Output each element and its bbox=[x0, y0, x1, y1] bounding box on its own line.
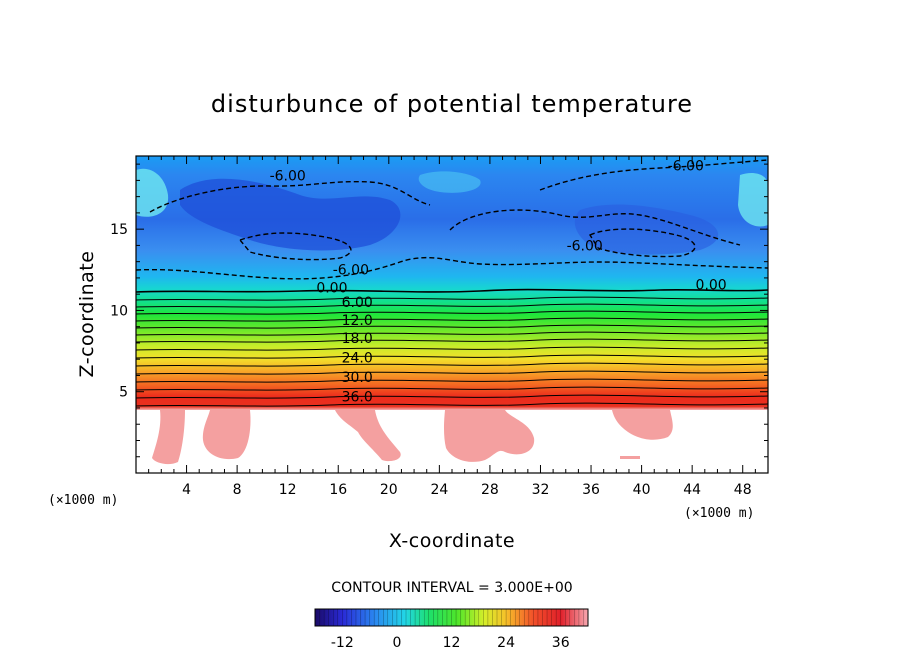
y-tick-label: 5 bbox=[119, 385, 128, 401]
warm-anomaly-region bbox=[136, 168, 169, 217]
x-axis-unit: (×1000 m) bbox=[684, 506, 754, 521]
chart-title: disturbunce of potential temperature bbox=[211, 90, 693, 118]
x-tick-label: 32 bbox=[532, 482, 550, 498]
contour-label: -6.00 bbox=[270, 168, 306, 184]
colorbar-dividers bbox=[319, 609, 584, 626]
x-tick-label: 20 bbox=[380, 482, 398, 498]
plume bbox=[612, 410, 673, 440]
x-tick-label: 24 bbox=[430, 482, 448, 498]
plot-area bbox=[136, 156, 768, 473]
x-axis-label: X-coordinate bbox=[389, 530, 515, 552]
x-tick-label: 40 bbox=[633, 482, 651, 498]
x-tick-label: 28 bbox=[481, 482, 499, 498]
colorbar-tick-label: 24 bbox=[497, 635, 515, 651]
plume bbox=[620, 456, 640, 459]
contour-label: -6.00 bbox=[567, 238, 603, 254]
y-axis-label: Z-coordinate bbox=[76, 251, 98, 378]
x-tick-label: 12 bbox=[279, 482, 297, 498]
y-tick-label: 15 bbox=[110, 222, 128, 238]
x-tick-label: 4 bbox=[182, 482, 191, 498]
colorbar-tick-label: 36 bbox=[552, 635, 570, 651]
plume bbox=[444, 410, 535, 462]
contour-label: 12.0 bbox=[342, 313, 373, 329]
contour-label: 0.00 bbox=[316, 281, 347, 297]
colorbar-tick-label: 0 bbox=[392, 635, 401, 651]
x-tick-label: 48 bbox=[734, 482, 752, 498]
contour-label: 6.00 bbox=[342, 295, 373, 311]
colorbar-tick-label: -12 bbox=[331, 635, 354, 651]
x-tick-label: 36 bbox=[582, 482, 600, 498]
y-tick-label: 10 bbox=[110, 303, 128, 319]
contour-label: 24.0 bbox=[342, 350, 373, 366]
contour-lines bbox=[136, 288, 768, 407]
cold-anomaly-region bbox=[180, 178, 401, 251]
contour-label: 0.00 bbox=[696, 277, 727, 293]
plume bbox=[202, 410, 251, 460]
contour-label: 36.0 bbox=[342, 389, 373, 405]
x-tick-label: 44 bbox=[683, 482, 701, 498]
colorbar-ticks: -12 0 12 24 36 bbox=[331, 635, 570, 651]
contour-interval-label: CONTOUR INTERVAL = 3.000E+00 bbox=[331, 580, 572, 596]
contour-label: -6.00 bbox=[668, 159, 704, 175]
x-axis: 4 8 12 16 20 24 28 32 36 40 44 48 bbox=[148, 156, 756, 498]
warm-anomaly-region bbox=[738, 173, 768, 227]
contour-label: -6.00 bbox=[333, 263, 369, 279]
y-axis-unit: (×1000 m) bbox=[48, 493, 118, 508]
y-axis: 5 10 15 bbox=[110, 163, 768, 458]
plume bbox=[152, 410, 185, 465]
colorbar-tick-label: 12 bbox=[443, 635, 461, 651]
plume bbox=[335, 410, 401, 462]
negative-contours bbox=[136, 159, 768, 280]
contour-labels: -6.00-6.00-6.00-6.000.00 0.006.0012.018.0… bbox=[270, 159, 727, 406]
contour-label: 30.0 bbox=[342, 370, 373, 386]
x-tick-label: 8 bbox=[233, 482, 242, 498]
colorbar: -12 0 12 24 36 bbox=[314, 608, 589, 651]
contour-label: 18.0 bbox=[342, 331, 373, 347]
x-tick-label: 16 bbox=[329, 482, 347, 498]
warm-anomaly-region bbox=[418, 171, 481, 193]
